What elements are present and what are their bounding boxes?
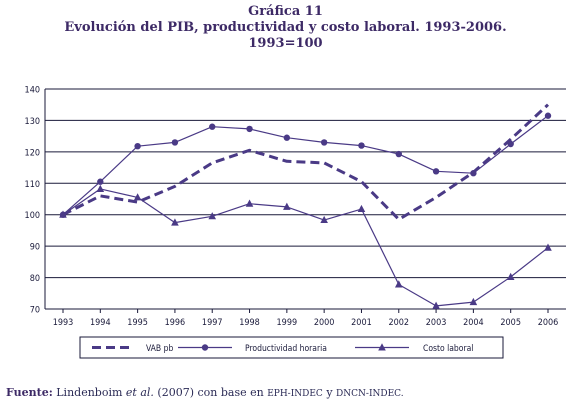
point-circle-marker [470, 170, 477, 177]
legend-label-1: VAB pb [146, 344, 173, 354]
y-tick-label: 110 [25, 180, 40, 190]
legend-circle-marker [201, 344, 209, 351]
point-triangle-marker [357, 204, 366, 213]
point-circle-marker [507, 140, 514, 148]
series-line-3 [62, 188, 549, 307]
x-tick-label: 1998 [239, 318, 260, 328]
x-tick-label: 2003 [426, 318, 447, 328]
point-triangle-marker [171, 218, 179, 226]
point-circle-marker [209, 123, 216, 130]
y-tick-label: 70 [30, 306, 40, 316]
point-circle-marker [320, 139, 328, 146]
x-tick-label: 1994 [90, 318, 111, 328]
x-tick-label: 1993 [53, 318, 74, 328]
legend-label-2: Productividad horaria [245, 344, 327, 354]
source-note: Fuente: Lindenboim et al. (2007) con bas… [6, 386, 404, 399]
point-triangle-marker [320, 215, 328, 224]
source-org-2: DNCN-INDEC. [336, 389, 404, 399]
series-line-2 [62, 115, 549, 216]
source-authors: Lindenboim [56, 386, 123, 399]
point-circle-marker [358, 142, 365, 149]
x-tick-label: 1997 [202, 318, 223, 328]
x-tick-label: 2002 [388, 318, 409, 328]
x-tick-label: 1996 [165, 318, 186, 328]
figure-label: Gráfica 11 [248, 4, 323, 19]
y-tick-label: 120 [25, 148, 40, 158]
point-circle-marker [544, 112, 552, 119]
y-tick-label: 130 [25, 117, 40, 127]
x-tick-label: 2001 [351, 318, 372, 328]
source-conj: y [326, 386, 333, 399]
x-tick-label: 2006 [538, 318, 559, 328]
point-triangle-marker [208, 212, 217, 220]
y-tick-label: 80 [30, 274, 40, 284]
x-tick-label: 1995 [127, 318, 148, 328]
point-circle-marker [134, 143, 141, 150]
point-circle-marker [171, 139, 179, 146]
x-tick-label: 2005 [500, 318, 521, 328]
point-triangle-marker [394, 280, 403, 288]
point-triangle-marker [245, 199, 254, 207]
series-lines [59, 103, 552, 309]
point-circle-marker [432, 168, 440, 175]
source-org-1: EPH-INDEC [267, 389, 323, 399]
point-circle-marker [283, 134, 291, 141]
y-tick-label: 100 [25, 211, 40, 221]
legend-triangle-marker [378, 343, 386, 351]
legend: VAB pb Productividad horaria Costo laboral [79, 336, 504, 359]
x-tick-label: 1999 [277, 318, 298, 328]
chart-base-note: 1993=100 [248, 36, 323, 51]
point-triangle-marker [544, 243, 552, 251]
chart-title: Evolución del PIB, productividad y costo… [64, 20, 507, 35]
source-text: (2007) con base en [157, 386, 264, 399]
point-triangle-marker [283, 202, 291, 210]
point-triangle-marker [59, 210, 67, 218]
point-triangle-marker [96, 184, 105, 192]
point-circle-marker [246, 125, 253, 133]
legend-box [79, 336, 504, 359]
point-triangle-marker [133, 193, 142, 201]
point-triangle-marker [469, 297, 478, 306]
x-tick-label: 2000 [314, 318, 335, 328]
point-circle-marker [395, 150, 402, 158]
x-tick-label: 2004 [463, 318, 484, 328]
y-tick-label: 140 [25, 86, 40, 96]
point-triangle-marker [506, 272, 515, 280]
source-label: Fuente: [6, 386, 53, 399]
series-line-1 [62, 103, 550, 221]
point-circle-marker [97, 178, 104, 185]
axes: 70 80 90 100 110 120 130 140 1993 1994 1995 1996 199… [25, 86, 566, 328]
y-tick-label: 90 [30, 243, 40, 253]
source-etal: et al. [125, 386, 154, 399]
legend-label-3: Costo laboral [423, 344, 473, 354]
point-triangle-marker [432, 301, 440, 309]
